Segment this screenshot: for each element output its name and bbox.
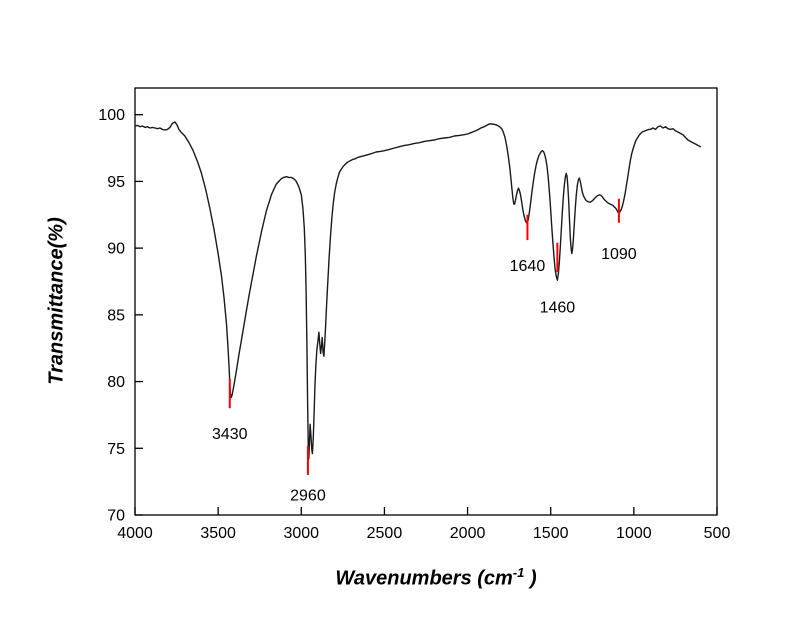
y-axis-title: Transmittance(%) [45, 217, 68, 385]
x-axis-tick-label: 3500 [200, 525, 236, 542]
y-axis-tick-label: 70 [107, 508, 125, 525]
peak-label: 3430 [212, 426, 248, 443]
plot-frame [134, 87, 718, 516]
x-axis-tick-label: 2000 [450, 525, 486, 542]
y-axis-tick-label: 85 [107, 307, 125, 324]
peak-label: 2960 [290, 487, 326, 504]
x-axis-title: Wavenumbers (cm-1 ) [335, 565, 536, 591]
y-axis-tick-label: 100 [98, 107, 125, 124]
x-axis-title-suffix: ) [524, 567, 537, 590]
x-axis-tick-label: 1000 [616, 525, 652, 542]
y-axis-tick-label: 80 [107, 374, 125, 391]
peak-label: 1640 [510, 258, 546, 275]
x-axis-tick-label: 2500 [367, 525, 403, 542]
spectrum-curve [134, 121, 702, 460]
peak-label: 1460 [540, 299, 576, 316]
x-axis-tick-label: 500 [704, 525, 731, 542]
x-axis-tick-label: 3000 [283, 525, 319, 542]
x-axis-tick-label: 4000 [117, 525, 153, 542]
x-axis-title-superscript: -1 [512, 565, 525, 580]
x-axis-tick-label: 1500 [533, 525, 569, 542]
x-axis-title-text: Wavenumbers (cm [335, 567, 513, 590]
y-axis-tick-label: 75 [107, 441, 125, 458]
y-axis-tick-label: 90 [107, 241, 125, 258]
peak-label: 1090 [601, 246, 637, 263]
y-axis-tick-label: 95 [107, 174, 125, 191]
